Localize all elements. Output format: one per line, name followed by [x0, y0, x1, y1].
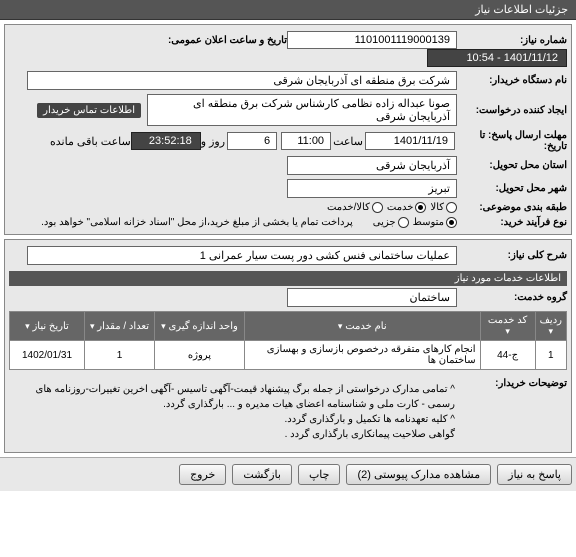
radio-dot-icon: [446, 202, 457, 213]
countdown: 23:52:18: [131, 132, 201, 150]
col-name[interactable]: نام خدمت ▾: [245, 312, 481, 341]
note-line: ^ تمامی مدارک درخواستی از جمله برگ پیشنه…: [11, 382, 455, 412]
radio-khadamat[interactable]: خدمت: [387, 202, 427, 213]
subject-type-group: کالا خدمت کالا/خدمت: [327, 202, 457, 213]
col-date[interactable]: تاریخ نیاز ▾: [10, 312, 85, 341]
radio-dot-icon: [446, 217, 457, 228]
summary-field: عملیات ساختمانی فنس کشی دور پست سیار عمر…: [27, 246, 457, 265]
deadline-time: 11:00: [281, 132, 331, 150]
buyer-notes: ^ تمامی مدارک درخواستی از جمله برگ پیشنه…: [9, 378, 457, 446]
exit-button[interactable]: خروج: [179, 464, 226, 485]
contact-link[interactable]: اطلاعات تماس خریدار: [37, 103, 141, 118]
cell-unit: پروژه: [155, 341, 245, 370]
radio-both[interactable]: کالا/خدمت: [327, 202, 383, 213]
summary-label: شرح کلی نیاز:: [457, 250, 567, 261]
buyer-field: شرکت برق منطقه ای آذربایجان شرقی: [27, 71, 457, 90]
table-row[interactable]: 1 ج-44 انجام کارهای متفرقه درخصوص بازساز…: [10, 341, 567, 370]
group-field: ساختمان: [287, 288, 457, 307]
deadline-date: 1401/11/19: [365, 132, 455, 150]
creator-field: صونا عبداله زاده نظامی کارشناس شرکت برق …: [147, 94, 457, 126]
return-button[interactable]: بازگشت: [232, 464, 292, 485]
announce-field: 1401/11/12 - 10:54: [427, 49, 567, 67]
payment-note: پرداخت تمام یا بخشی از مبلغ خرید،از محل …: [41, 217, 353, 228]
button-row: پاسخ به نیاز مشاهده مدارک پیوستی (2) چاپ…: [0, 457, 576, 491]
buyer-notes-label: توضیحات خریدار:: [457, 378, 567, 389]
print-button[interactable]: چاپ: [298, 464, 341, 485]
process-label: نوع فرآیند خرید:: [457, 217, 567, 228]
services-table: ردیف ▾ کد خدمت ▾ نام خدمت ▾ واحد اندازه …: [9, 311, 567, 370]
city-label: شهر محل تحویل:: [457, 183, 567, 194]
buyer-label: نام دستگاه خریدار:: [457, 75, 567, 86]
description-panel: شرح کلی نیاز: عملیات ساختمانی فنس کشی دو…: [4, 239, 572, 453]
cell-name: انجام کارهای متفرقه درخصوص بازسازی و بهس…: [245, 341, 481, 370]
attachments-button[interactable]: مشاهده مدارک پیوستی (2): [346, 464, 491, 485]
respond-button[interactable]: پاسخ به نیاز: [497, 464, 572, 485]
col-qty[interactable]: تعداد / مقدار ▾: [85, 312, 155, 341]
creator-label: ایجاد کننده درخواست:: [457, 105, 567, 116]
page-title: جزئیات اطلاعات نیاز: [475, 4, 568, 16]
process-group: متوسط جزیی: [373, 217, 457, 228]
province-label: استان محل تحویل:: [457, 160, 567, 171]
table-header-row: ردیف ▾ کد خدمت ▾ نام خدمت ▾ واحد اندازه …: [10, 312, 567, 341]
sort-icon: ▾: [549, 326, 554, 336]
saat-label: ساعت: [333, 135, 363, 148]
services-header: اطلاعات خدمات مورد نیاز: [9, 271, 567, 286]
sort-icon: ▾: [338, 321, 343, 331]
number-label: شماره نیاز:: [457, 35, 567, 46]
remaining-label: ساعت باقی مانده: [50, 135, 131, 148]
cell-radif: 1: [535, 341, 566, 370]
sort-icon: ▾: [161, 321, 166, 331]
radio-jozi[interactable]: جزیی: [373, 217, 409, 228]
note-line: گواهی صلاحیت پیمانکاری بارگذاری گردد .: [11, 427, 455, 442]
deadline-label: مهلت ارسال پاسخ: تا تاریخ:: [457, 130, 567, 152]
cell-code: ج-44: [480, 341, 535, 370]
radio-dot-icon: [398, 217, 409, 228]
col-radif[interactable]: ردیف ▾: [535, 312, 566, 341]
city-field: تبریز: [287, 179, 457, 198]
deadline-days: 6: [227, 132, 277, 150]
radio-kala[interactable]: کالا: [430, 202, 457, 213]
subject-type-label: طبقه بندی موضوعی:: [457, 202, 567, 213]
radio-dot-icon: [415, 202, 426, 213]
cell-qty: 1: [85, 341, 155, 370]
sort-icon: ▾: [90, 321, 95, 331]
radio-motavasset[interactable]: متوسط: [413, 217, 457, 228]
announce-label: تاریخ و ساعت اعلان عمومی:: [127, 35, 287, 46]
rooz-label: روز و: [201, 135, 225, 148]
sort-icon: ▾: [25, 321, 30, 331]
col-unit[interactable]: واحد اندازه گیری ▾: [155, 312, 245, 341]
sort-icon: ▾: [505, 326, 510, 336]
page-title-bar: جزئیات اطلاعات نیاز: [0, 0, 576, 20]
col-code[interactable]: کد خدمت ▾: [480, 312, 535, 341]
group-label: گروه خدمت:: [457, 292, 567, 303]
radio-dot-icon: [372, 202, 383, 213]
province-field: آذربایجان شرقی: [287, 156, 457, 175]
note-line: ^ کلیه تعهدنامه ها تکمیل و بارگذاری گردد…: [11, 412, 455, 427]
cell-date: 1402/01/31: [10, 341, 85, 370]
request-info-panel: شماره نیاز: 1101001119000139 تاریخ و ساع…: [4, 24, 572, 235]
number-field: 1101001119000139: [287, 31, 457, 49]
